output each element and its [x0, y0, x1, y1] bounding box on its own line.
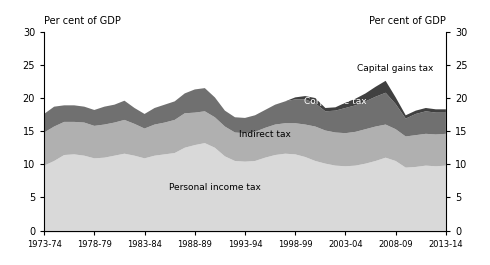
Text: Capital gains tax: Capital gains tax [358, 64, 434, 73]
Text: Per cent of GDP: Per cent of GDP [369, 16, 446, 26]
Text: Personal income tax: Personal income tax [169, 183, 261, 192]
Text: Corporate tax: Corporate tax [304, 97, 367, 106]
Text: Per cent of GDP: Per cent of GDP [44, 16, 121, 26]
Text: Indirect tax: Indirect tax [239, 130, 291, 139]
